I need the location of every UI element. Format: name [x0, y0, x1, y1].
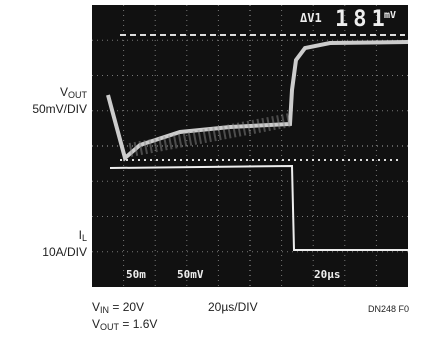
- vout-label: VOUT 50mV/DIV: [32, 85, 87, 116]
- value: = 1.6V: [122, 317, 157, 331]
- scale: 10A/DIV: [42, 245, 87, 259]
- ch2-scale: 50mV: [177, 268, 204, 281]
- scale: 50mV/DIV: [32, 102, 87, 116]
- symbol: V: [92, 300, 100, 314]
- scope: ΔV1 181 mV 50m 50mV 20µs: [0, 0, 433, 337]
- timebase: 20µs: [314, 268, 341, 281]
- readout-unit: mV: [384, 10, 396, 21]
- readout: 181: [335, 7, 390, 32]
- symbol: V: [92, 317, 100, 331]
- time-div: 20µs/DIV: [208, 300, 258, 314]
- subscript: IN: [100, 305, 109, 315]
- value: = 20V: [112, 300, 144, 314]
- figure-id: DN248 F0: [368, 302, 409, 316]
- cursor-label: ΔV1: [300, 11, 322, 25]
- subscript: L: [82, 233, 87, 243]
- subscript: OUT: [68, 90, 87, 100]
- conditions: VIN = 20V VOUT = 1.6V: [92, 300, 157, 334]
- page: ΔV1 181 mV 50m 50mV 20µs VOUT50mV/DIV IL…: [0, 0, 433, 337]
- ch1-scale: 50m: [126, 268, 146, 281]
- subscript: OUT: [100, 322, 119, 332]
- symbol: V: [60, 85, 68, 99]
